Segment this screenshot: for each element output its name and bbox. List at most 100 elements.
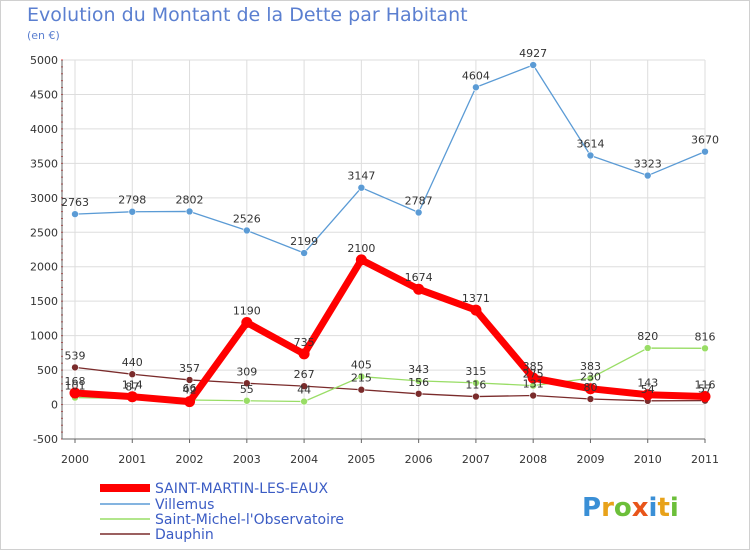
y-tick-label: 1000 (30, 330, 58, 343)
data-point (355, 254, 367, 266)
x-tick-label: 2010 (634, 453, 662, 466)
data-label: 267 (294, 368, 315, 381)
data-point (300, 397, 308, 406)
y-tick-label: 0 (51, 399, 58, 412)
data-point (472, 379, 480, 387)
legend-label: Saint-Michel-l'Observatoire (155, 512, 344, 528)
data-point (243, 379, 251, 388)
data-label: 114 (122, 379, 143, 392)
x-tick-label: 2001 (118, 453, 146, 466)
data-point (185, 376, 194, 384)
x-tick-label: 2008 (519, 453, 547, 466)
data-point (69, 387, 81, 399)
data-point (414, 208, 423, 217)
data-label: 42 (183, 384, 197, 397)
data-label: 55 (240, 383, 254, 396)
data-label: 80 (583, 381, 597, 394)
series-lines (69, 61, 711, 408)
data-label: 2100 (347, 242, 375, 255)
data-point (243, 226, 251, 235)
x-tick-label: 2002 (176, 453, 204, 466)
svg-text:Proxiti: Proxiti (582, 493, 679, 523)
data-label: 816 (695, 330, 716, 343)
y-tick-label: 2500 (30, 226, 58, 239)
data-label: 101 (65, 380, 86, 393)
data-point (128, 370, 137, 379)
data-point (241, 317, 253, 329)
data-point (357, 183, 366, 192)
y-tick-label: 3000 (30, 192, 58, 205)
data-label: 385 (523, 360, 544, 373)
y-tick-label: 2000 (30, 261, 58, 274)
y-tick-label: 500 (37, 364, 58, 377)
data-point (128, 207, 137, 216)
data-point (185, 207, 194, 216)
data-point (701, 147, 709, 156)
chart-unit: (en €) (27, 29, 60, 42)
data-point (642, 389, 654, 401)
y-tick-label: -500 (33, 433, 58, 446)
data-point (243, 396, 251, 405)
data-point (298, 348, 310, 360)
data-point (357, 372, 366, 381)
x-tick-label: 2004 (290, 453, 318, 466)
data-point (643, 344, 652, 352)
data-label: 2763 (61, 196, 89, 209)
data-label: 1371 (462, 292, 490, 305)
y-tick-label: 4000 (30, 123, 58, 136)
data-label: 3147 (347, 170, 375, 183)
data-label: 405 (351, 359, 372, 372)
x-tick-label: 2000 (61, 453, 89, 466)
data-point (184, 396, 196, 408)
x-tick-label: 2006 (405, 453, 433, 466)
x-tick-label: 2003 (233, 453, 261, 466)
data-point (470, 304, 482, 316)
data-label: 143 (637, 377, 658, 390)
series-line-1 (74, 64, 706, 254)
data-point (699, 391, 711, 403)
legend-label: SAINT-MARTIN-LES-EAUX (155, 481, 328, 497)
data-label: 735 (294, 336, 315, 349)
data-label: 156 (408, 376, 429, 389)
data-label: 383 (580, 360, 601, 373)
data-label: 3323 (634, 158, 662, 171)
data-label: 3670 (691, 134, 719, 147)
data-label: 116 (695, 379, 716, 392)
data-label: 357 (179, 362, 200, 375)
proxiti-logo: Proxiti (582, 493, 679, 523)
data-point (71, 363, 79, 372)
x-tick-label: 2005 (347, 453, 375, 466)
data-label: 131 (523, 378, 544, 391)
data-label: 230 (580, 371, 601, 384)
y-tick-label: 3500 (30, 157, 58, 170)
data-label: 4927 (519, 47, 547, 60)
data-label: 1190 (233, 305, 261, 318)
data-label: 87 (125, 381, 139, 394)
data-point (300, 382, 308, 390)
axes: -500 0 500 1000 1500 2000 2500 3000 3500 4000 4500… (30, 54, 719, 466)
data-point (472, 392, 480, 401)
legend-label: Villemus (155, 497, 214, 513)
data-label: 4604 (462, 69, 490, 82)
data-point (300, 249, 308, 257)
data-label: 3614 (576, 138, 604, 151)
x-tick-label: 2007 (462, 453, 490, 466)
data-label: 275 (523, 368, 544, 381)
chart-title: Evolution du Montant de la Dette par Hab… (27, 4, 468, 26)
y-tick-label: 5000 (30, 54, 58, 67)
data-label: 309 (236, 365, 257, 378)
data-point (414, 377, 423, 385)
data-label: 2798 (118, 194, 146, 207)
data-point (527, 372, 539, 384)
data-label: 168 (65, 375, 86, 388)
x-tick-label: 2011 (691, 453, 719, 466)
legend: SAINT-MARTIN-LES-EAUXVillemusSaint-Miche… (100, 481, 344, 543)
series-line-0 (71, 256, 709, 406)
data-label: 440 (122, 356, 143, 369)
data-point (586, 151, 595, 160)
grid (62, 59, 706, 440)
data-label: 44 (297, 384, 311, 397)
data-point (472, 83, 480, 92)
y-tick-label: 4500 (30, 88, 58, 101)
